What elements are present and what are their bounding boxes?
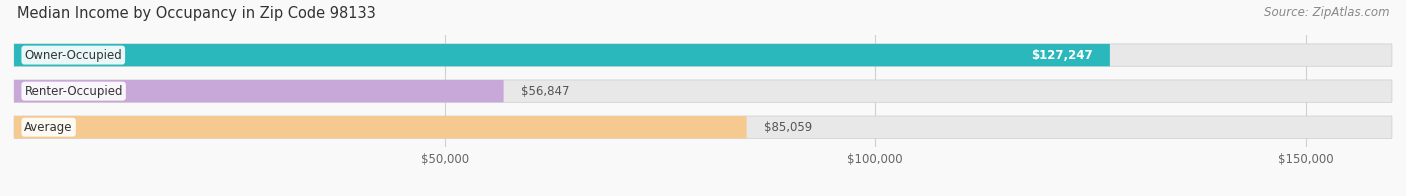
FancyBboxPatch shape [14,80,503,102]
FancyBboxPatch shape [14,116,1392,138]
Text: Source: ZipAtlas.com: Source: ZipAtlas.com [1264,6,1389,19]
Text: Average: Average [24,121,73,134]
Text: $85,059: $85,059 [763,121,813,134]
FancyBboxPatch shape [14,116,747,138]
Text: $127,247: $127,247 [1031,49,1092,62]
Text: Renter-Occupied: Renter-Occupied [24,85,122,98]
Text: Median Income by Occupancy in Zip Code 98133: Median Income by Occupancy in Zip Code 9… [17,6,375,21]
FancyBboxPatch shape [14,44,1392,66]
Text: Owner-Occupied: Owner-Occupied [24,49,122,62]
Text: $56,847: $56,847 [520,85,569,98]
FancyBboxPatch shape [14,80,1392,102]
FancyBboxPatch shape [14,44,1109,66]
